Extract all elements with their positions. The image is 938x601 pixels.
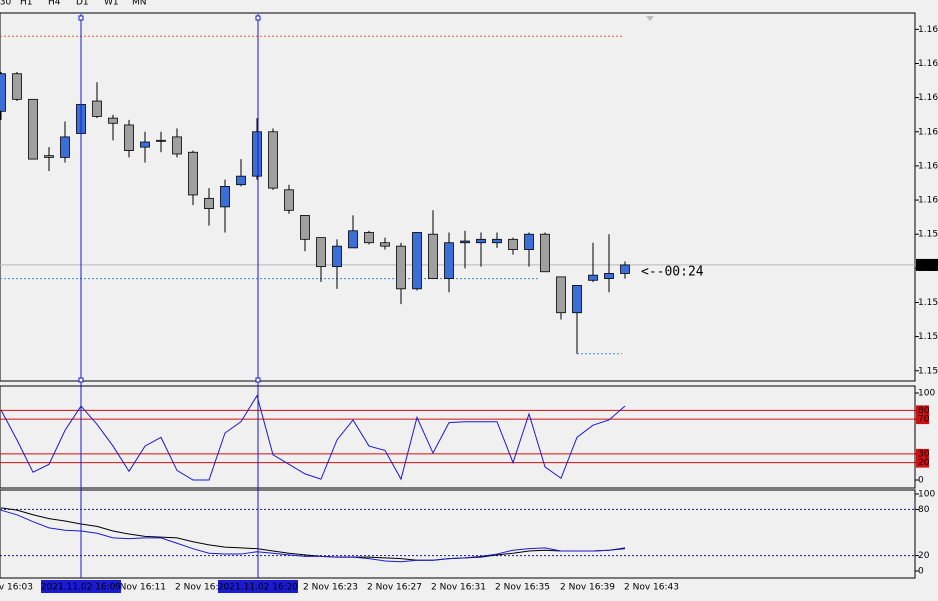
marker-label: 2021.11.02 16:20 [218,583,299,593]
timeframe-button[interactable]: W1 [104,0,119,8]
marker-badge [218,580,298,593]
level-badge [916,457,929,468]
candle-body [524,233,534,250]
line-handle[interactable] [78,15,84,21]
candle-body [204,197,214,209]
candle-body [12,73,22,100]
candle-body [396,245,406,290]
marker-label: 2021.11.02 16:09 [41,583,122,593]
y-tick-label: 20 [918,458,930,468]
line-handle[interactable] [78,377,84,383]
y-tick-label: 100 [918,490,935,500]
level-badge [916,405,929,416]
oscillator-pane [0,385,916,489]
candle-body [268,131,278,189]
y-tick-label: 1.15 [918,366,938,376]
timeframe-button[interactable]: H1 [20,0,33,8]
candle-body [476,238,486,244]
candle-body [44,155,54,158]
y-tick-label: 1.16 [918,127,938,137]
time-label: 2 Nov 16:03 [0,583,33,593]
candle-body [492,238,502,244]
candle-body [364,232,374,244]
candle-body [620,264,630,274]
level-badge [916,448,929,459]
candle-body [444,242,454,279]
timeframe-button[interactable]: MN [132,0,147,8]
candle-body [140,141,150,148]
time-label: 2 Nov 16:27 [367,583,422,593]
candle-body [556,276,566,314]
y-tick-label: 1.15 [918,230,938,240]
candle-body [60,136,70,158]
candle-body [508,238,518,250]
y-tick-label: 1.15 [918,332,938,342]
indicator-line [0,394,626,481]
indicator-line [0,507,626,561]
y-tick-label: 80 [918,505,930,515]
y-tick-label: 0 [918,567,924,577]
y-tick-label: 70 [918,415,930,425]
timeframe-button[interactable]: H4 [48,0,61,8]
time-label: 2 Nov 16:11 [111,583,166,593]
timeframe-button[interactable]: D1 [76,0,89,8]
line-handle[interactable] [255,15,261,21]
timeframe-button[interactable]: M30 [0,0,11,8]
candle-body [28,98,38,160]
time-label: 2 Nov 16:15 [175,583,230,593]
toolbar [0,0,160,9]
candle-body [348,230,358,249]
candle-body [0,73,6,112]
y-tick-label: 0 [918,476,924,486]
y-tick-label: 20 [918,551,930,561]
time-label: 2 Nov 16:23 [303,583,358,593]
candle-body [604,273,614,279]
indicator-line [0,509,626,563]
main-pane [0,12,916,382]
y-tick-label: 30 [918,449,930,459]
time-label: 2 Nov 16:35 [495,583,550,593]
time-label: 2 Nov 16:31 [431,583,486,593]
candle-body [588,274,598,281]
marker-badge [41,580,121,593]
y-tick-label: 1.16 [918,59,938,69]
y-tick-label: 1.16 [918,196,938,206]
current-price-label: 1.15 [918,260,938,270]
y-tick-label: 100 [918,389,935,399]
candle-body [380,242,390,247]
candle-body [236,175,246,186]
candle-body [220,186,230,208]
indicator-pane [0,489,916,579]
candle-body [300,215,310,240]
candle-body [188,151,198,196]
candle-body [252,131,262,177]
candle-body [572,285,582,314]
y-tick-label: 1.16 [918,93,938,103]
line-handle[interactable] [255,377,261,383]
candle-body [156,139,166,142]
candle-body [124,124,134,151]
candle-body [460,240,470,244]
countdown-timer: <--00:24 [641,264,704,279]
y-tick-label: 1.16 [918,161,938,171]
candle-body [412,232,422,290]
candle-body [540,233,550,273]
y-tick-label: 1.16 [918,25,938,35]
candle-body [172,136,182,155]
candle-body [332,245,342,268]
candle-body [284,189,294,211]
candle-body [316,237,326,268]
time-label: 2 Nov 16:43 [624,583,679,593]
candle-body [92,100,102,117]
shift-marker [646,16,654,21]
y-tick-label: 80 [918,406,930,416]
level-badge [916,414,929,425]
candle-body [428,233,438,279]
price-badge [916,258,938,271]
candle-body [108,117,118,124]
time-label: 2 Nov 16:39 [560,583,615,593]
y-tick-label: 1.15 [918,298,938,308]
